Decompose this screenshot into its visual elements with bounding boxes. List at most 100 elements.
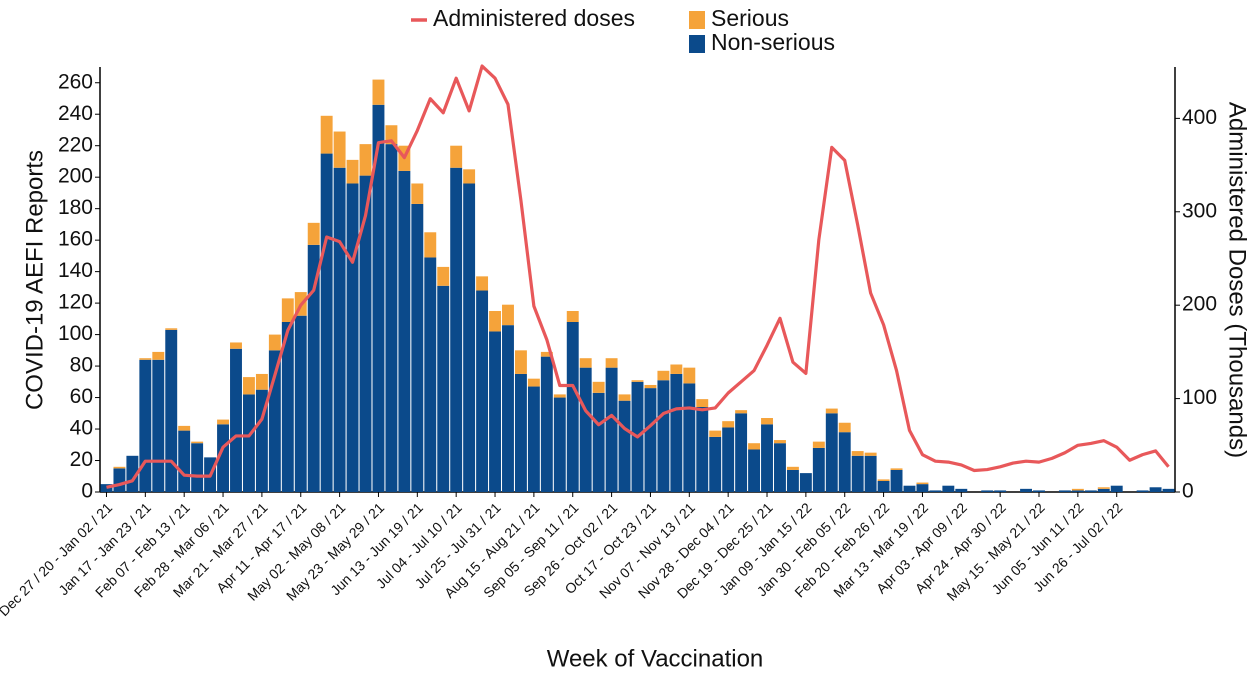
bar-segment: [877, 480, 890, 492]
x-axis-title: Week of Vaccination: [547, 645, 764, 672]
bar-segment: [566, 322, 579, 492]
bar-segment: [786, 469, 799, 492]
bar-segment: [799, 473, 812, 492]
bar-segment: [191, 443, 204, 492]
bar-segment: [1071, 488, 1084, 491]
bar-segment: [424, 232, 437, 258]
bar-segment: [320, 153, 333, 492]
bar-segment: [761, 424, 773, 492]
bar-segment: [683, 367, 696, 384]
bar-segment: [942, 485, 955, 492]
bar-segment: [657, 380, 670, 492]
bar-segment: [825, 408, 838, 414]
bar-segment: [230, 348, 242, 492]
bar-segment: [346, 183, 359, 492]
y2-tick-label: 0: [1182, 480, 1194, 503]
bar-segment: [476, 276, 489, 291]
y2-tick-label: 300: [1182, 199, 1217, 222]
dose-line: [106, 64, 1170, 489]
bar-segment: [812, 447, 825, 492]
bar-segment: [981, 490, 994, 492]
y-tick-label: 240: [58, 102, 93, 125]
bar-segment: [527, 378, 540, 387]
bar-segment: [113, 468, 126, 492]
bar-segment: [217, 419, 229, 425]
bar-segment: [696, 407, 709, 492]
bar-segment: [631, 380, 644, 382]
bar-segment: [294, 315, 307, 492]
bar-segment: [514, 373, 527, 492]
bar-segment: [696, 399, 709, 407]
bar-segment: [864, 452, 877, 456]
bar-segment: [398, 170, 411, 492]
legend-label: Administered doses: [433, 5, 635, 31]
bar-segment: [268, 334, 281, 351]
legend-label: Serious: [711, 5, 789, 31]
bar-segment: [372, 79, 385, 105]
y-tick-label: 0: [81, 480, 93, 503]
bar-segment: [916, 484, 929, 492]
y-tick-label: 20: [70, 448, 93, 471]
bar-segment: [903, 485, 916, 492]
bar-segment: [514, 350, 527, 374]
bar-segment: [1097, 488, 1110, 492]
bar-segment: [683, 383, 696, 492]
y2-tick-label: 400: [1182, 106, 1217, 129]
bar-segment: [178, 425, 191, 431]
bar-segment: [450, 167, 463, 493]
bar-segment: [618, 400, 631, 492]
bar-segment: [1058, 490, 1071, 492]
bar-segment: [1084, 490, 1097, 492]
bar-segment: [890, 469, 903, 492]
bar-segment: [527, 386, 540, 492]
bar-segment: [644, 388, 657, 492]
bar-segment: [359, 144, 372, 176]
bar-segment: [761, 418, 773, 425]
bar-segment: [709, 436, 722, 492]
bar-segment: [372, 104, 385, 493]
bar-segment: [1110, 485, 1123, 492]
y-tick-label: 60: [70, 385, 93, 408]
bar-segment: [333, 131, 346, 168]
legend-label: Non-serious: [711, 29, 835, 55]
bar-segment: [735, 410, 748, 414]
y-tick-label: 100: [58, 322, 93, 345]
bar-segment: [709, 430, 722, 437]
bar-segment: [281, 322, 294, 492]
bar-segment: [424, 257, 437, 492]
bar-segment: [242, 377, 255, 395]
bar-segment: [476, 290, 489, 492]
bar-segment: [825, 413, 838, 492]
bar-segment: [566, 310, 579, 322]
y-tick-label: 40: [70, 417, 93, 440]
bar-segment: [644, 384, 657, 389]
y-tick-label: 200: [58, 165, 93, 188]
bar-segment: [333, 167, 346, 493]
bar-segment: [307, 244, 320, 492]
legend-swatch: [689, 11, 705, 29]
bar-segment: [838, 422, 851, 433]
bar-segment: [191, 441, 204, 444]
bar-segment: [502, 304, 514, 326]
bar-segment: [178, 430, 191, 492]
bar-segment: [1162, 488, 1175, 492]
bar-segment: [268, 350, 281, 492]
bar-segment: [553, 397, 566, 492]
bar-segment: [152, 359, 165, 492]
bar-segment: [165, 328, 178, 330]
bar-segment: [579, 358, 592, 368]
bar-segment: [139, 359, 152, 492]
bar-segment: [774, 443, 786, 492]
bar-segment: [748, 449, 761, 492]
bar-segment: [618, 394, 631, 401]
bar-segment: [579, 367, 592, 492]
bar-segment: [838, 432, 851, 492]
bar-segment: [1136, 490, 1149, 492]
bar-segment: [437, 285, 450, 492]
y-tick-label: 160: [58, 228, 93, 251]
bar-segment: [320, 115, 333, 154]
bar-segment: [230, 342, 242, 349]
y-tick-label: 140: [58, 259, 93, 282]
bar-segment: [670, 373, 683, 492]
bar-segment: [1097, 487, 1110, 489]
